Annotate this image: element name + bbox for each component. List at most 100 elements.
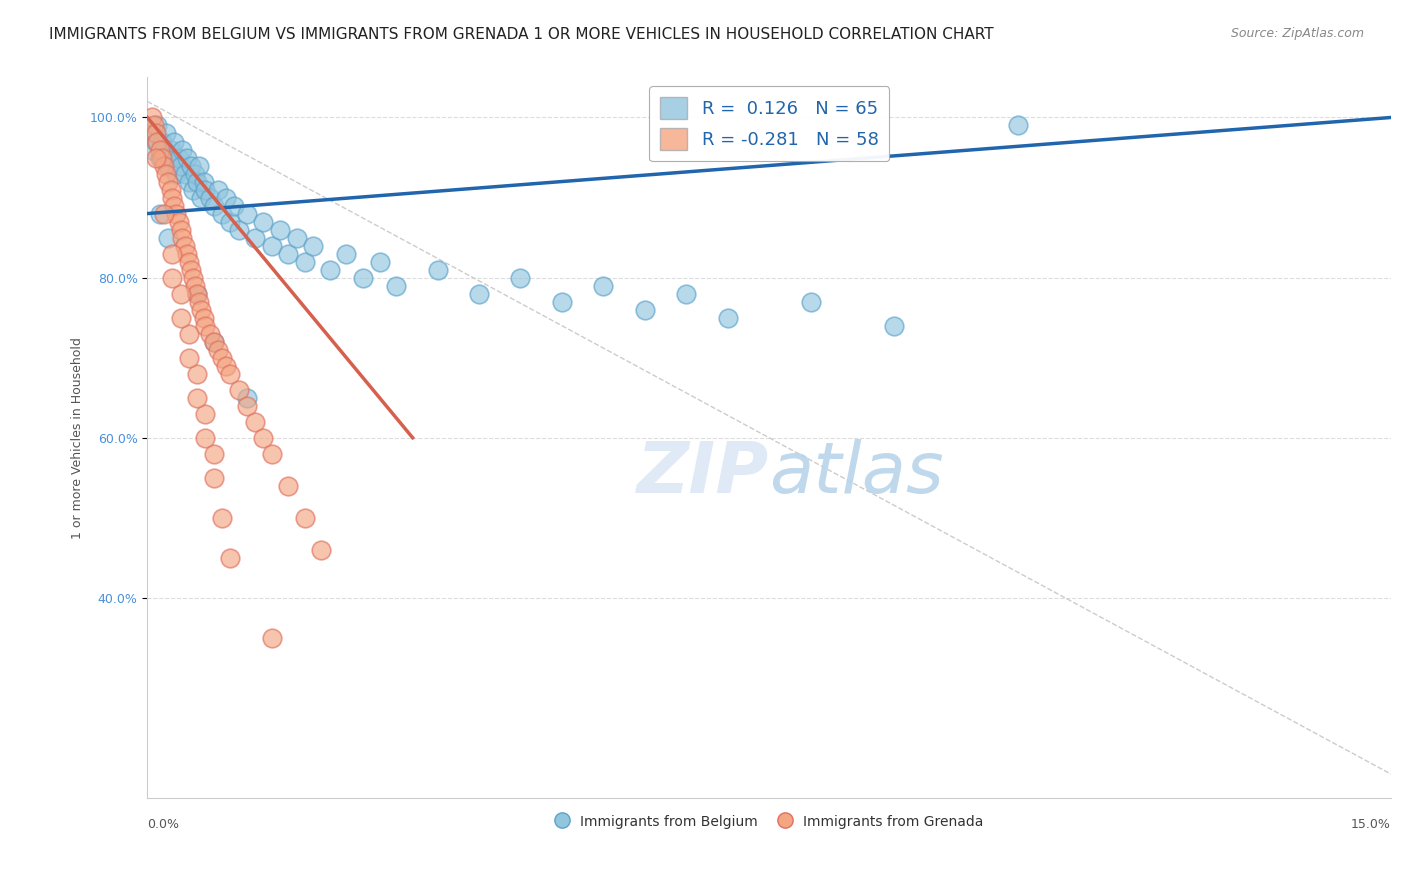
Point — [169, 222, 191, 236]
Point — [215, 190, 238, 204]
Point — [177, 254, 200, 268]
Point — [172, 143, 194, 157]
Legend: Immigrants from Belgium, Immigrants from Grenada: Immigrants from Belgium, Immigrants from… — [550, 809, 990, 834]
Point — [252, 431, 274, 445]
Point — [883, 318, 905, 333]
Point — [173, 167, 195, 181]
Point — [190, 190, 212, 204]
Point — [194, 318, 217, 333]
Point — [173, 238, 195, 252]
Point — [146, 119, 169, 133]
Point — [165, 167, 187, 181]
Text: IMMIGRANTS FROM BELGIUM VS IMMIGRANTS FROM GRENADA 1 OR MORE VEHICLES IN HOUSEHO: IMMIGRANTS FROM BELGIUM VS IMMIGRANTS FR… — [49, 27, 994, 42]
Point — [219, 550, 242, 565]
Point — [167, 214, 190, 228]
Point — [184, 167, 207, 181]
Point — [207, 343, 229, 357]
Point — [141, 143, 163, 157]
Point — [294, 511, 316, 525]
Point — [149, 206, 172, 220]
Point — [224, 198, 246, 212]
Point — [260, 631, 283, 645]
Point — [228, 383, 250, 397]
Point — [219, 214, 242, 228]
Point — [219, 367, 242, 381]
Point — [143, 119, 166, 133]
Point — [426, 262, 449, 277]
Point — [145, 151, 167, 165]
Point — [155, 127, 177, 141]
Point — [202, 334, 225, 349]
Point — [252, 214, 274, 228]
Point — [468, 286, 491, 301]
Point — [294, 254, 316, 268]
Point — [302, 238, 325, 252]
Point — [176, 246, 198, 260]
Point — [198, 190, 221, 204]
Point — [186, 391, 208, 405]
Point — [202, 198, 225, 212]
Point — [143, 127, 166, 141]
Point — [169, 286, 191, 301]
Point — [236, 399, 259, 413]
Text: Source: ZipAtlas.com: Source: ZipAtlas.com — [1230, 27, 1364, 40]
Point — [159, 143, 181, 157]
Point — [145, 127, 167, 141]
Point — [150, 151, 173, 165]
Point — [153, 143, 176, 157]
Point — [159, 182, 181, 196]
Point — [172, 230, 194, 244]
Point — [177, 175, 200, 189]
Point — [145, 135, 167, 149]
Point — [311, 542, 333, 557]
Point — [157, 175, 180, 189]
Y-axis label: 1 or more Vehicles in Household: 1 or more Vehicles in Household — [72, 337, 84, 539]
Point — [335, 246, 357, 260]
Point — [202, 334, 225, 349]
Point — [181, 270, 204, 285]
Point — [190, 302, 212, 317]
Point — [169, 310, 191, 325]
Point — [157, 159, 180, 173]
Point — [1007, 119, 1029, 133]
Point — [162, 151, 184, 165]
Point — [141, 111, 163, 125]
Point — [675, 286, 697, 301]
Point — [176, 151, 198, 165]
Point — [285, 230, 308, 244]
Point — [277, 479, 299, 493]
Point — [153, 159, 176, 173]
Point — [243, 230, 266, 244]
Point — [184, 278, 207, 293]
Point — [717, 310, 740, 325]
Point — [149, 143, 172, 157]
Text: ZIP: ZIP — [637, 440, 769, 508]
Point — [155, 167, 177, 181]
Point — [368, 254, 391, 268]
Point — [207, 182, 229, 196]
Point — [163, 135, 186, 149]
Point — [800, 294, 823, 309]
Point — [269, 222, 291, 236]
Point — [228, 222, 250, 236]
Point — [162, 190, 184, 204]
Point — [179, 262, 201, 277]
Point — [153, 206, 176, 220]
Point — [236, 391, 259, 405]
Point — [149, 151, 172, 165]
Point — [181, 182, 204, 196]
Point — [211, 511, 233, 525]
Point — [186, 367, 208, 381]
Point — [592, 278, 614, 293]
Point — [150, 135, 173, 149]
Point — [194, 431, 217, 445]
Point — [211, 206, 233, 220]
Point — [177, 351, 200, 365]
Point — [186, 286, 208, 301]
Point — [193, 175, 215, 189]
Point — [179, 159, 201, 173]
Point — [202, 447, 225, 461]
Point — [236, 206, 259, 220]
Point — [277, 246, 299, 260]
Point — [163, 198, 186, 212]
